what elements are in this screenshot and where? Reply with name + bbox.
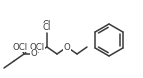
Text: O: O xyxy=(64,43,70,51)
Text: Cl: Cl xyxy=(43,23,51,32)
Text: O: O xyxy=(31,50,37,58)
Text: O: O xyxy=(31,50,37,58)
Text: OCl: OCl xyxy=(30,43,45,51)
Text: O: O xyxy=(64,43,70,51)
Text: Cl: Cl xyxy=(43,20,51,29)
Text: OCl: OCl xyxy=(13,43,28,51)
